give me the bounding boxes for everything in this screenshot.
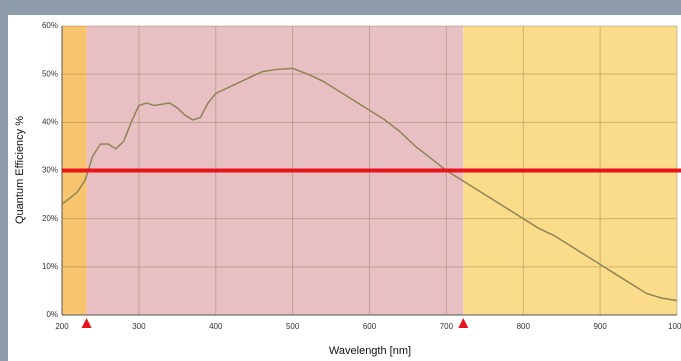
data-line — [61, 67, 678, 302]
x-tick-label: 800 — [517, 322, 531, 331]
y-axis-label: Quantum Efficiency % — [14, 116, 26, 224]
x-tick-label: 1000 — [668, 322, 681, 331]
x-tick-label: 600 — [363, 322, 377, 331]
y-tick-label: 10% — [42, 262, 58, 271]
x-tick-label: 700 — [440, 322, 454, 331]
x-tick-label: 900 — [593, 322, 607, 331]
y-tick-label: 0% — [46, 310, 58, 319]
y-tick-label: 50% — [42, 69, 58, 78]
boundary-marker — [81, 318, 92, 328]
y-tick-label: 30% — [42, 166, 58, 175]
x-tick-label: 500 — [286, 322, 300, 331]
y-tick-label: 60% — [42, 21, 58, 30]
y-tick-label: 40% — [42, 117, 58, 126]
y-tick-label: 20% — [42, 214, 58, 223]
x-tick-label: 400 — [209, 322, 223, 331]
boundary-marker — [458, 318, 469, 328]
x-axis-label: Wavelength [nm] — [329, 345, 411, 357]
x-tick-label: 200 — [55, 322, 69, 331]
x-tick-label: 300 — [132, 322, 146, 331]
